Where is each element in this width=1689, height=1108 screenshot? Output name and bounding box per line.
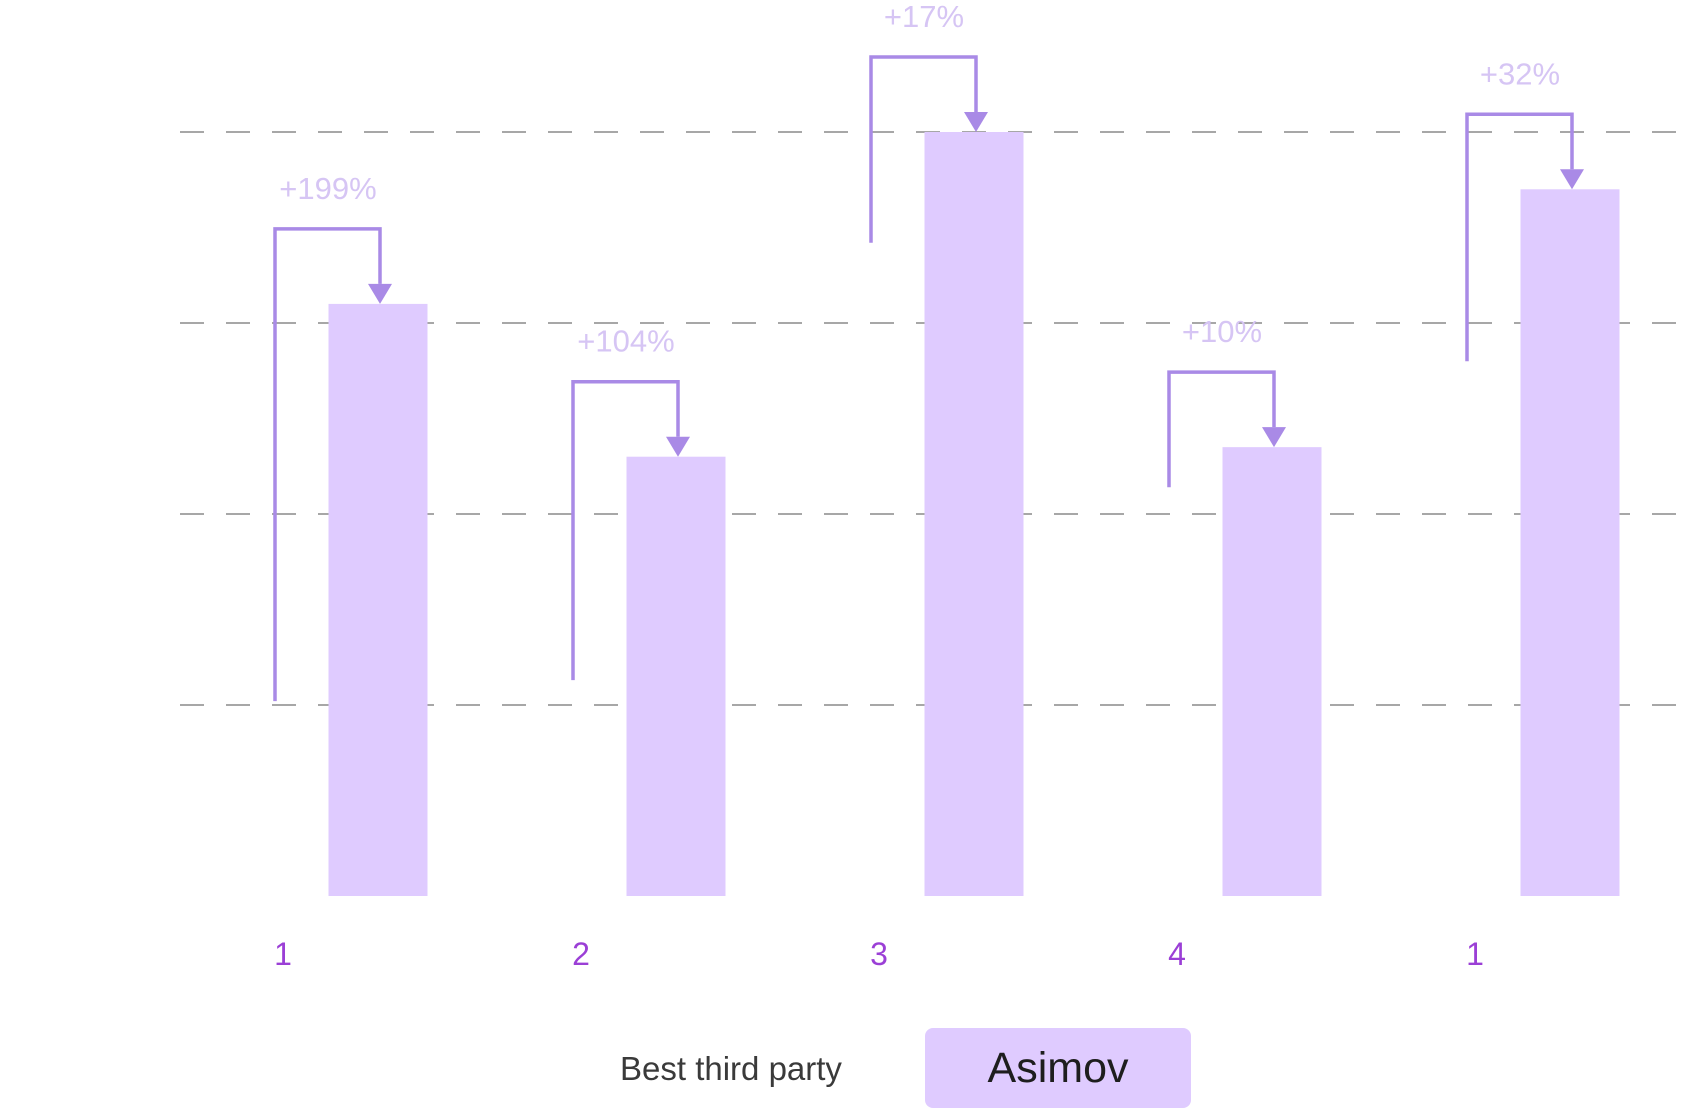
annotation-label-3: +17% xyxy=(884,0,964,34)
arrow-head-1 xyxy=(368,283,392,304)
change-arrow-4 xyxy=(1167,370,1276,488)
annotation-label-1: +199% xyxy=(279,171,376,206)
annotation-label-5: +32% xyxy=(1480,56,1560,91)
labels: +199% 1 +104% 2 +17% 3 +10% 4 +32% 1 xyxy=(274,0,1560,972)
legend-item-asimov: Asimov xyxy=(925,1028,1191,1108)
x-tick-label-5: 1 xyxy=(1466,936,1484,972)
arrow-head-5 xyxy=(1560,169,1584,190)
bar-4 xyxy=(1222,447,1322,896)
change-arrow-1 xyxy=(273,227,382,702)
bar-chart: +199% 1 +104% 2 +17% 3 +10% 4 +32% 1 xyxy=(180,0,1689,972)
arrow-head-4 xyxy=(1262,427,1286,448)
x-tick-label-1: 1 xyxy=(274,936,292,972)
legend-item-best-third-party: Best third party xyxy=(620,1050,842,1087)
x-tick-label-3: 3 xyxy=(870,936,888,972)
bar-1 xyxy=(328,303,428,896)
arrow-head-3 xyxy=(964,112,988,132)
annotation-label-2: +104% xyxy=(577,324,674,359)
bar-3 xyxy=(924,132,1024,896)
x-tick-label-4: 4 xyxy=(1168,936,1186,972)
bar-5 xyxy=(1520,189,1620,897)
change-arrows xyxy=(273,55,1584,702)
arrow-head-2 xyxy=(666,436,690,457)
bar-2 xyxy=(626,456,726,896)
change-arrow-3 xyxy=(869,55,978,243)
annotation-label-4: +10% xyxy=(1182,314,1262,349)
change-arrow-5 xyxy=(1465,112,1574,362)
change-arrow-2 xyxy=(571,379,680,681)
x-tick-label-2: 2 xyxy=(572,936,590,972)
legend: Best third party Asimov xyxy=(0,1028,1689,1108)
bars xyxy=(328,132,1620,897)
